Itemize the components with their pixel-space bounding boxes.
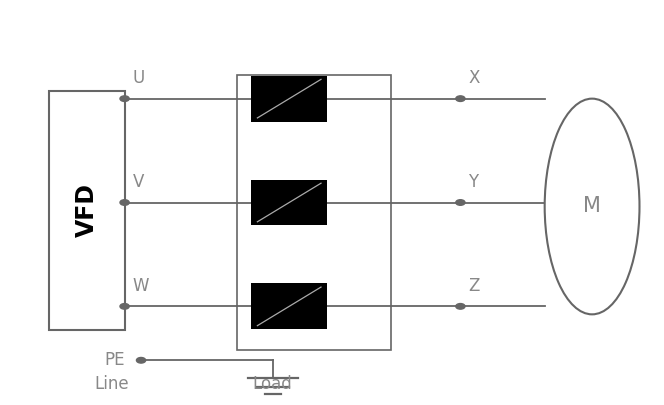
Circle shape bbox=[456, 304, 465, 309]
Text: W: W bbox=[133, 277, 149, 295]
Bar bbox=[236, 75, 391, 350]
Text: Line: Line bbox=[94, 375, 129, 393]
Ellipse shape bbox=[544, 99, 639, 314]
Text: VFD: VFD bbox=[75, 183, 99, 237]
Circle shape bbox=[120, 200, 129, 205]
Bar bbox=[49, 91, 125, 330]
Circle shape bbox=[120, 304, 129, 309]
Circle shape bbox=[120, 96, 129, 101]
Text: M: M bbox=[583, 196, 601, 217]
Text: Load: Load bbox=[253, 375, 293, 393]
Circle shape bbox=[456, 96, 465, 101]
Text: U: U bbox=[133, 70, 145, 87]
Bar bbox=[252, 76, 327, 122]
Bar bbox=[252, 284, 327, 329]
Text: Y: Y bbox=[468, 173, 479, 191]
Text: X: X bbox=[468, 70, 479, 87]
Text: PE: PE bbox=[104, 351, 125, 369]
Bar bbox=[252, 179, 327, 226]
Circle shape bbox=[136, 358, 145, 363]
Circle shape bbox=[456, 200, 465, 205]
Text: V: V bbox=[133, 173, 144, 191]
Text: Z: Z bbox=[468, 277, 479, 295]
